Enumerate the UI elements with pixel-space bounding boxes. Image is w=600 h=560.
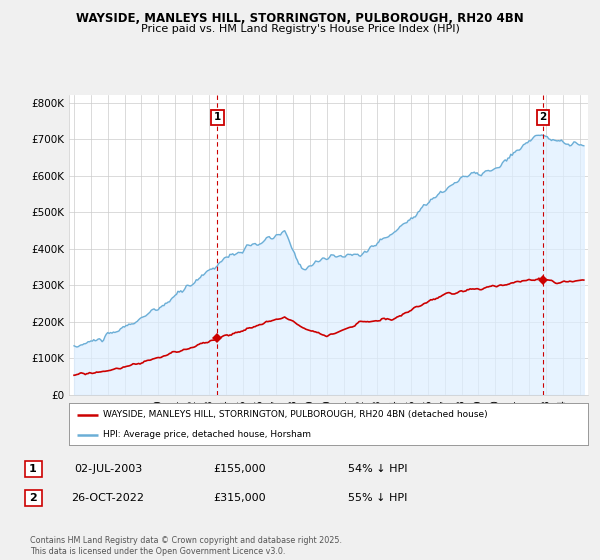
Text: 54% ↓ HPI: 54% ↓ HPI: [348, 464, 407, 474]
Text: 55% ↓ HPI: 55% ↓ HPI: [348, 493, 407, 503]
Text: 2: 2: [539, 112, 547, 122]
Text: 2: 2: [29, 493, 37, 503]
Text: 1: 1: [214, 112, 221, 122]
Text: WAYSIDE, MANLEYS HILL, STORRINGTON, PULBOROUGH, RH20 4BN (detached house): WAYSIDE, MANLEYS HILL, STORRINGTON, PULB…: [103, 410, 487, 419]
Text: HPI: Average price, detached house, Horsham: HPI: Average price, detached house, Hors…: [103, 430, 311, 439]
Text: Price paid vs. HM Land Registry's House Price Index (HPI): Price paid vs. HM Land Registry's House …: [140, 24, 460, 34]
Text: £315,000: £315,000: [214, 493, 266, 503]
Text: Contains HM Land Registry data © Crown copyright and database right 2025.
This d: Contains HM Land Registry data © Crown c…: [30, 536, 342, 556]
Text: £155,000: £155,000: [214, 464, 266, 474]
Text: 02-JUL-2003: 02-JUL-2003: [74, 464, 142, 474]
Text: WAYSIDE, MANLEYS HILL, STORRINGTON, PULBOROUGH, RH20 4BN: WAYSIDE, MANLEYS HILL, STORRINGTON, PULB…: [76, 12, 524, 25]
Text: 1: 1: [29, 464, 37, 474]
Text: 26-OCT-2022: 26-OCT-2022: [71, 493, 145, 503]
